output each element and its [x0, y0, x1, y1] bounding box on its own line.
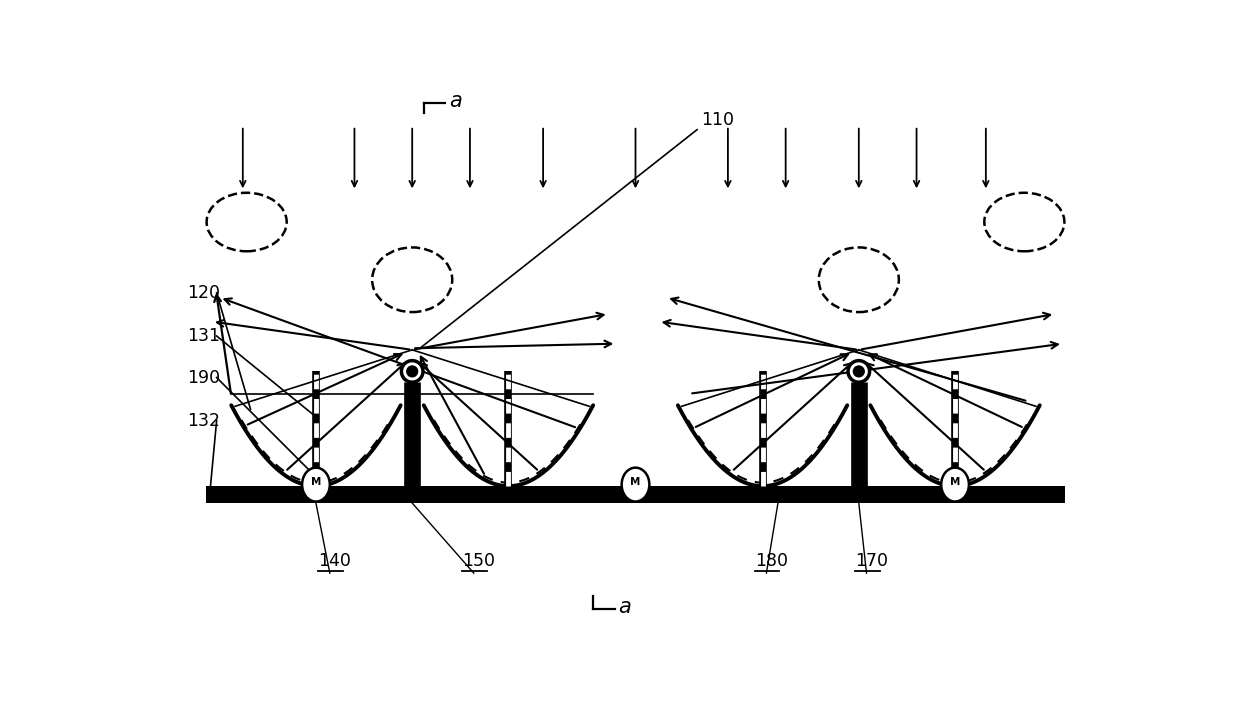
- Text: M: M: [311, 477, 321, 487]
- Text: M: M: [950, 477, 960, 487]
- Ellipse shape: [941, 468, 968, 501]
- Text: 140: 140: [319, 552, 351, 569]
- Text: 132: 132: [187, 411, 221, 430]
- Text: 190: 190: [187, 369, 221, 387]
- Text: 120: 120: [187, 284, 221, 302]
- Circle shape: [848, 360, 869, 382]
- Circle shape: [853, 366, 864, 377]
- Text: 180: 180: [755, 552, 787, 569]
- Text: 170: 170: [854, 552, 888, 569]
- Circle shape: [402, 360, 423, 382]
- Text: 110: 110: [701, 111, 734, 130]
- Ellipse shape: [303, 468, 330, 501]
- Text: 150: 150: [463, 552, 495, 569]
- Ellipse shape: [621, 468, 650, 501]
- Bar: [206, 486, 1065, 503]
- Circle shape: [407, 366, 418, 377]
- Text: M: M: [630, 477, 641, 487]
- Text: 131: 131: [187, 327, 221, 345]
- Text: a: a: [449, 91, 463, 111]
- Text: a: a: [619, 597, 631, 617]
